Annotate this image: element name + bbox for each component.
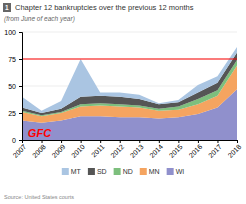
tick-mark (22, 140, 23, 143)
legend-swatch (167, 168, 174, 175)
tick-label: 25 (8, 110, 16, 117)
tick: 100 (4, 29, 22, 36)
grid-line (22, 32, 237, 33)
axis-domain (23, 141, 238, 144)
number-badge (3, 3, 11, 12)
tick-label: 2017 (207, 143, 223, 159)
tick-label: 2011 (90, 143, 106, 159)
grid-line (22, 59, 237, 60)
legend-item: MN (140, 168, 160, 175)
legend-item: ND (114, 168, 133, 175)
axis-domain (19, 33, 23, 141)
legend-item: WI (167, 168, 185, 175)
legend-swatch (114, 168, 121, 175)
tick-mark (217, 140, 218, 143)
tick: 2017 (207, 140, 223, 159)
tick-mark (19, 86, 22, 87)
tick-label: 2013 (129, 143, 145, 159)
tick-label: 2018 (226, 143, 242, 159)
legend: MT SD ND MN WI (62, 168, 184, 175)
area (22, 47, 237, 113)
tick-label: 2009 (51, 143, 67, 159)
marks (22, 47, 237, 140)
tick: 2014 (148, 140, 164, 159)
legend-swatch (88, 168, 95, 175)
tick: 2008 (31, 140, 47, 159)
tick: 75 (8, 56, 22, 63)
tick-mark (61, 140, 62, 143)
plot: 0255075100200720082009201020112012201320… (4, 29, 242, 159)
tick-label: 2007 (11, 143, 27, 159)
legend-label: SD (97, 168, 107, 175)
tick: 50 (8, 83, 22, 90)
x-axis: 2007200820092010201120122013201420152016… (11, 140, 242, 159)
tick-mark (139, 140, 140, 143)
tick-mark (19, 59, 22, 60)
legend-label: MT (71, 168, 82, 175)
tick: 2011 (90, 140, 106, 159)
tick-label: 2016 (187, 143, 203, 159)
tick-label: 2012 (109, 143, 125, 159)
number-label: 1 (5, 4, 9, 11)
tick-mark (19, 32, 22, 33)
tick-mark (198, 140, 199, 143)
y-axis: 0 25 50 75 100 (4, 29, 22, 144)
tick: 2007 (11, 140, 27, 159)
tick-label: 50 (8, 83, 16, 90)
tick-mark (19, 113, 22, 114)
tick-mark (81, 140, 82, 143)
annotation: GFC (28, 127, 52, 139)
legend-label: WI (176, 168, 185, 175)
legend-label: MN (149, 168, 160, 175)
subtitle: (from June of each year) (4, 15, 75, 23)
tick: 2016 (187, 140, 203, 159)
reference-line (22, 59, 237, 60)
chart: 1 Chapter 12 bankruptcies over the previo… (0, 0, 246, 204)
tick-label: 100 (4, 29, 16, 36)
tick-label: 2015 (168, 143, 184, 159)
tick-label: 2010 (70, 143, 86, 159)
tick: 2009 (51, 140, 67, 159)
tick-mark (237, 140, 238, 143)
title: Chapter 12 bankruptcies over the previou… (15, 3, 194, 12)
source: Source: United States courts (4, 194, 74, 200)
legend-item: SD (88, 168, 107, 175)
tick: 2010 (70, 140, 86, 159)
grid (22, 32, 237, 140)
legend-swatch (62, 168, 69, 175)
tick-mark (159, 140, 160, 143)
tick-mark (42, 140, 43, 143)
tick-label: 2014 (148, 143, 164, 159)
tick: 2012 (109, 140, 125, 159)
tick: 25 (8, 110, 22, 117)
legend-label: ND (123, 168, 133, 175)
tick-label: 2008 (31, 143, 47, 159)
tick: 2018 (226, 140, 242, 159)
tick-mark (120, 140, 121, 143)
tick: 0 (12, 137, 22, 144)
tick: 2013 (129, 140, 145, 159)
tick-label: 75 (8, 56, 16, 63)
tick-mark (178, 140, 179, 143)
tick-mark (100, 140, 101, 143)
tick-mark (19, 140, 22, 141)
tick: 2015 (168, 140, 184, 159)
legend-swatch (140, 168, 147, 175)
tick-label: 0 (12, 137, 16, 144)
legend-item: MT (62, 168, 82, 175)
